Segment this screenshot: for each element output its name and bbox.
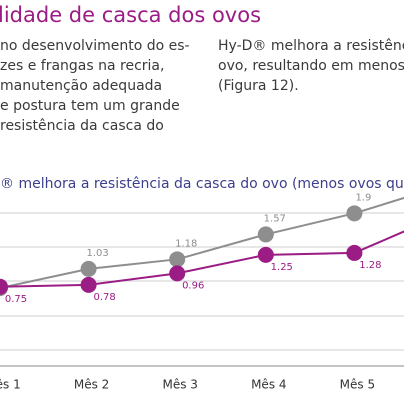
right-column: Hy-D® melhora a resistênci ovo, resultan… [218,38,404,94]
paragraph-line: e postura tem um grande [0,98,180,114]
x-tick-label: Mês 4 [251,378,286,392]
data-point [257,226,274,243]
x-tick-label: Mês 5 [340,378,375,392]
left-column: no desenvolvimento do es- zes e frangas … [0,38,190,134]
data-point [346,244,363,261]
data-label: 1.18 [175,238,197,249]
grid [0,212,404,367]
data-point [257,246,274,263]
chart-title: ® melhora a resistência da casca do ovo … [0,176,404,192]
data-label: 1.9 [355,192,371,203]
paragraph-line: ovo, resultando em menos [218,58,404,74]
paragraph-line: no desenvolvimento do es- [0,38,190,54]
series: 1.03 1.18 1.57 1.9 [0,192,404,297]
x-tick-label: Mês 2 [74,378,109,392]
paragraph-line: Hy-D® melhora a resistênci [218,38,404,54]
series: 0.75 0.78 0.96 1.25 1.28 [0,230,404,305]
paragraph-line: zes e frangas na recria, [0,58,164,74]
series-line [0,196,404,290]
data-label: 0.78 [93,292,115,303]
data-label: 1.03 [86,248,108,259]
data-point [169,251,186,268]
paragraph-line: (Figura 12). [218,78,299,94]
paragraph-line: manutenção adequada [0,78,162,94]
data-point [0,278,8,295]
x-tick-label: Mês 3 [162,378,197,392]
section-title: lidade de casca dos ovos [0,3,261,27]
data-label: 1.57 [264,213,286,224]
paragraph-line: resistência da casca do [0,118,164,134]
data-point [346,205,363,222]
data-point [169,265,186,282]
data-label: 0.96 [182,280,204,291]
data-label: 0.75 [5,294,27,305]
data-point [80,276,97,293]
data-point [80,260,97,277]
data-label: 1.25 [271,262,293,273]
x-tick-label: Mês 1 [0,378,21,392]
series-line [0,230,404,288]
data-label: 1.28 [359,260,381,271]
